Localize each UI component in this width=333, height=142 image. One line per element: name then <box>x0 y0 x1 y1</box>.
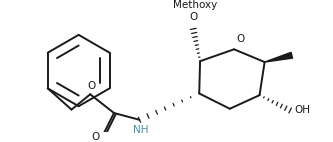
Text: Methoxy: Methoxy <box>173 0 217 10</box>
Polygon shape <box>265 52 292 62</box>
Text: O: O <box>237 34 245 44</box>
Text: OH: OH <box>294 106 310 115</box>
Text: NH: NH <box>134 125 149 135</box>
Text: O: O <box>88 81 96 91</box>
Text: O: O <box>189 12 197 22</box>
Text: O: O <box>91 132 100 142</box>
